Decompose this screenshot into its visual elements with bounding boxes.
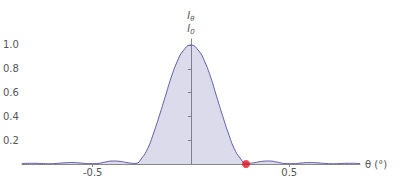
- svg-text:1.0: 1.0: [3, 39, 19, 50]
- svg-text:I: I: [187, 23, 191, 34]
- svg-text:0.2: 0.2: [3, 135, 19, 146]
- svg-text:0.4: 0.4: [3, 111, 19, 122]
- svg-text:0: 0: [190, 28, 195, 36]
- svg-text:-0.5: -0.5: [83, 167, 103, 177]
- svg-text:θ (°): θ (°): [365, 159, 387, 170]
- svg-text:0.5: 0.5: [281, 167, 297, 177]
- svg-text:I: I: [187, 10, 191, 21]
- svg-text:θ: θ: [190, 15, 195, 23]
- svg-text:0.8: 0.8: [3, 63, 19, 74]
- svg-text:0.6: 0.6: [3, 87, 19, 98]
